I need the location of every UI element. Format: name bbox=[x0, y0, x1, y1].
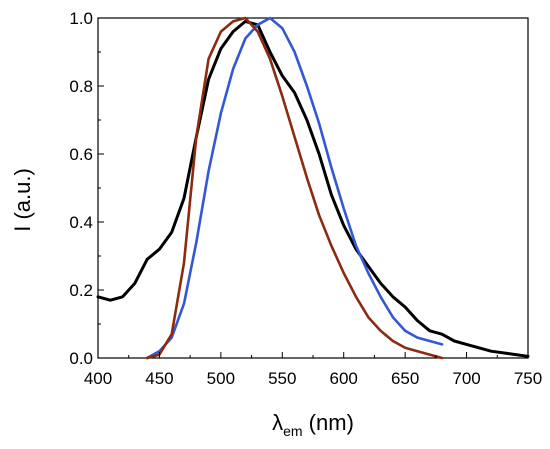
series-line-3 bbox=[145, 16, 444, 360]
series-layer bbox=[96, 16, 530, 360]
y-tick-label: 0.2 bbox=[69, 281, 93, 300]
x-tick-label: 500 bbox=[207, 369, 235, 388]
series-line-1 bbox=[96, 19, 530, 358]
x-tick-label: 600 bbox=[330, 369, 358, 388]
y-axis-label: I (a.u.) bbox=[10, 168, 35, 232]
series-line-2 bbox=[145, 16, 444, 360]
x-axis-label: λem (nm) bbox=[272, 410, 354, 439]
x-tick-label: 700 bbox=[452, 369, 480, 388]
x-tick-label: 750 bbox=[514, 369, 542, 388]
x-axis-label-unit: (nm) bbox=[303, 410, 354, 435]
x-tick-label: 650 bbox=[391, 369, 419, 388]
plot-frame bbox=[97, 17, 529, 359]
x-tick-label: 550 bbox=[268, 369, 296, 388]
x-tick-label: 400 bbox=[84, 369, 112, 388]
y-tick-label: 0.0 bbox=[69, 349, 93, 368]
y-tick-label: 0.8 bbox=[69, 77, 93, 96]
y-tick-label: 0.6 bbox=[69, 145, 93, 164]
x-axis-label-symbol: λ bbox=[272, 410, 283, 435]
x-tick-label: 450 bbox=[145, 369, 173, 388]
y-axis-ticks: 0.0 0.2 0.4 0.6 0.8 1.0 bbox=[69, 9, 104, 368]
x-axis-label-subscript: em bbox=[283, 423, 302, 439]
x-axis-ticks: 400 450 500 550 600 650 700 750 bbox=[84, 352, 542, 388]
y-tick-label: 1.0 bbox=[69, 9, 93, 28]
y-tick-label: 0.4 bbox=[69, 213, 93, 232]
